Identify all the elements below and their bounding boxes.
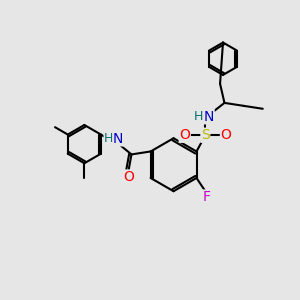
Text: O: O <box>124 170 134 184</box>
Text: H: H <box>104 132 113 145</box>
Text: O: O <box>179 128 190 142</box>
Text: H: H <box>194 110 203 123</box>
Text: N: N <box>113 132 123 146</box>
Text: S: S <box>201 128 210 142</box>
Text: F: F <box>203 190 211 204</box>
Text: O: O <box>220 128 231 142</box>
Text: N: N <box>204 110 214 124</box>
